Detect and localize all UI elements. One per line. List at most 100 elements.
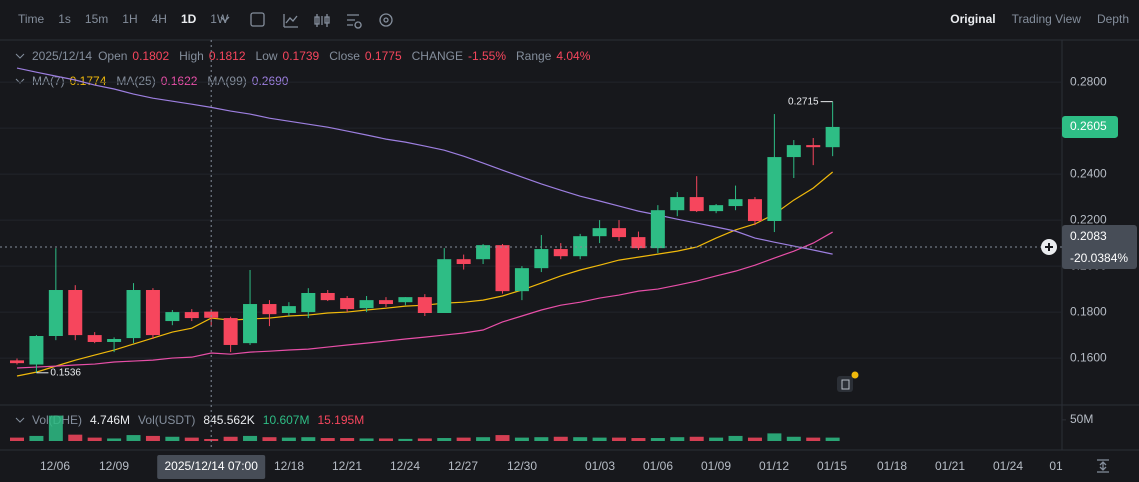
legend-value: 0.1739	[283, 49, 320, 63]
interval-button[interactable]: 15m	[85, 12, 108, 26]
chart-type-icon[interactable]	[283, 14, 298, 28]
volume-bar	[592, 437, 607, 441]
y-tick-label: 0.2400	[1070, 166, 1107, 180]
ma-legend-value: 0.1622	[161, 74, 198, 88]
volume-bar	[437, 438, 452, 441]
last-price-box	[1062, 115, 1118, 138]
y-tick-label: 0.2800	[1070, 74, 1107, 88]
view-tab[interactable]: Original	[950, 12, 995, 26]
candle-body	[553, 249, 568, 257]
volume-bar	[476, 437, 491, 441]
candle-body	[165, 312, 180, 322]
ma-legend-value: 0.2690	[252, 74, 289, 88]
volume-bar	[573, 437, 588, 441]
x-tick-label: 12/30	[507, 459, 537, 473]
candle-body	[534, 249, 549, 269]
candle-body	[709, 205, 724, 212]
x-tick-label: 01/15	[817, 459, 847, 473]
volume-bar	[806, 437, 821, 441]
legend-label: Range	[516, 49, 552, 63]
volume-bar	[126, 435, 141, 441]
x-tick-label: 01/18	[877, 459, 907, 473]
candle-body	[184, 312, 199, 319]
candle-icon[interactable]	[314, 14, 330, 27]
x-tick-label: 01/03	[585, 459, 615, 473]
crosshair-price-box	[1062, 224, 1137, 269]
settings-icon[interactable]	[347, 14, 362, 29]
ma-legend-name: MA(7)	[32, 74, 65, 88]
legend-value: 0.1775	[365, 49, 402, 63]
volume-bar	[68, 434, 83, 441]
interval-button[interactable]: 1D	[181, 12, 197, 26]
candle-body	[320, 292, 335, 301]
volume-bar	[825, 437, 840, 441]
axis-scale-icon[interactable]	[1097, 459, 1109, 473]
candle-body	[126, 290, 141, 339]
interval-button[interactable]: 1H	[122, 12, 137, 26]
volume-bar	[767, 433, 782, 441]
legend-label: Low	[256, 49, 278, 63]
candle-body	[612, 228, 627, 238]
candle-body	[398, 297, 413, 303]
volume-bar	[670, 437, 685, 441]
volume-bar	[728, 435, 743, 441]
volume-bar	[398, 438, 413, 441]
volume-bar	[747, 437, 762, 441]
candle-body	[573, 236, 588, 257]
candle-body	[825, 126, 840, 148]
x-tick-label: 01/06	[643, 459, 673, 473]
candle-body	[747, 199, 762, 222]
x-tick-label: 01/21	[935, 459, 965, 473]
candle-body	[806, 145, 821, 148]
volume-bar	[10, 437, 24, 441]
view-tab[interactable]: Trading View	[1012, 12, 1082, 26]
volume-bar	[301, 437, 316, 441]
legend-label: Open	[98, 49, 127, 63]
candle-body	[204, 311, 219, 318]
legend-value: 0.1812	[209, 49, 246, 63]
candle-body	[29, 336, 44, 365]
volume-legend-label: Vol(USDT)	[138, 413, 195, 427]
fullscreen-icon[interactable]	[379, 13, 393, 27]
indicator-icon[interactable]	[250, 12, 265, 27]
candle-body	[650, 210, 665, 249]
candle-body	[378, 300, 393, 305]
y-tick-label: 0.1800	[1070, 304, 1107, 318]
volume-bar	[107, 438, 122, 441]
legend-value: -1.55%	[468, 49, 506, 63]
volume-bar	[456, 437, 471, 441]
candle-body	[262, 304, 277, 315]
x-tick-label: 12/27	[448, 459, 478, 473]
volume-bar	[29, 435, 44, 441]
more-intervals[interactable]	[220, 16, 230, 22]
volume-bar	[145, 435, 160, 441]
notes-icon[interactable]	[837, 376, 853, 392]
candle-body	[476, 245, 491, 260]
volume-bar	[48, 415, 63, 441]
low-marker: 0.1536	[50, 367, 81, 378]
candle-body	[495, 245, 510, 292]
volume-bar	[340, 438, 355, 441]
legend-label: CHANGE	[412, 49, 463, 63]
collapse-arrows[interactable]	[15, 53, 25, 423]
toolbar-icons[interactable]	[220, 12, 1109, 473]
interval-button[interactable]: 4H	[152, 12, 167, 26]
view-tab[interactable]: Depth	[1097, 12, 1129, 26]
crosshair-time-box	[157, 455, 266, 479]
volume-legend-value: 15.195M	[317, 413, 364, 427]
y-tick-label: 0.2200	[1070, 212, 1107, 226]
candle-body	[281, 306, 296, 314]
x-tick-label: 01/12	[759, 459, 789, 473]
interval-button[interactable]: 1W	[210, 12, 229, 26]
legend-date: 2025/12/14	[32, 49, 92, 63]
volume-tick-label: 50M	[1070, 412, 1093, 426]
volume-bar	[243, 435, 258, 441]
volume-bar	[514, 437, 529, 441]
interval-button[interactable]: Time	[18, 12, 45, 26]
interval-button[interactable]: 1s	[58, 12, 71, 26]
x-tick-label: 01	[1049, 459, 1063, 473]
x-tick-label: 01/09	[701, 459, 731, 473]
ma-line	[16, 231, 833, 369]
